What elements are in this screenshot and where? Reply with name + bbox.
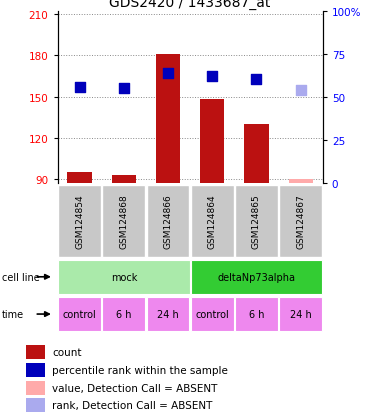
Bar: [235, 185, 278, 257]
Point: [121, 86, 127, 93]
Point: [298, 87, 303, 94]
Text: GSM124868: GSM124868: [119, 194, 128, 249]
Bar: [279, 185, 322, 257]
Bar: [26, 381, 45, 395]
Title: GDS2420 / 1433687_at: GDS2420 / 1433687_at: [109, 0, 271, 10]
Point: [253, 76, 259, 83]
Bar: [58, 185, 101, 257]
Bar: [191, 261, 322, 294]
Bar: [244, 125, 269, 184]
Text: GSM124867: GSM124867: [296, 194, 305, 249]
Bar: [147, 298, 190, 331]
Bar: [102, 298, 145, 331]
Text: mock: mock: [111, 272, 137, 282]
Bar: [289, 180, 313, 184]
Point: [77, 85, 83, 91]
Text: control: control: [63, 309, 96, 319]
Text: GSM124866: GSM124866: [164, 194, 173, 249]
Bar: [26, 363, 45, 377]
Text: GSM124854: GSM124854: [75, 194, 84, 249]
Text: 24 h: 24 h: [157, 309, 179, 319]
Bar: [58, 298, 101, 331]
Bar: [26, 398, 45, 412]
Text: GSM124864: GSM124864: [208, 194, 217, 249]
Bar: [112, 176, 136, 184]
Point: [209, 74, 215, 80]
Text: rank, Detection Call = ABSENT: rank, Detection Call = ABSENT: [52, 400, 212, 410]
Text: count: count: [52, 347, 82, 357]
Text: GSM124865: GSM124865: [252, 194, 261, 249]
Text: deltaNp73alpha: deltaNp73alpha: [217, 272, 295, 282]
Text: 24 h: 24 h: [290, 309, 312, 319]
Bar: [102, 185, 145, 257]
Text: 6 h: 6 h: [116, 309, 132, 319]
Text: cell line: cell line: [2, 272, 40, 282]
Bar: [58, 261, 190, 294]
Point: [165, 71, 171, 77]
Bar: [279, 298, 322, 331]
Bar: [191, 298, 234, 331]
Bar: [26, 345, 45, 359]
Bar: [235, 298, 278, 331]
Text: time: time: [2, 309, 24, 319]
Text: 6 h: 6 h: [249, 309, 264, 319]
Bar: [156, 55, 180, 184]
Bar: [191, 185, 234, 257]
Text: percentile rank within the sample: percentile rank within the sample: [52, 365, 228, 375]
Bar: [147, 185, 190, 257]
Bar: [200, 100, 224, 184]
Bar: [68, 173, 92, 184]
Text: value, Detection Call = ABSENT: value, Detection Call = ABSENT: [52, 383, 217, 393]
Text: control: control: [196, 309, 229, 319]
